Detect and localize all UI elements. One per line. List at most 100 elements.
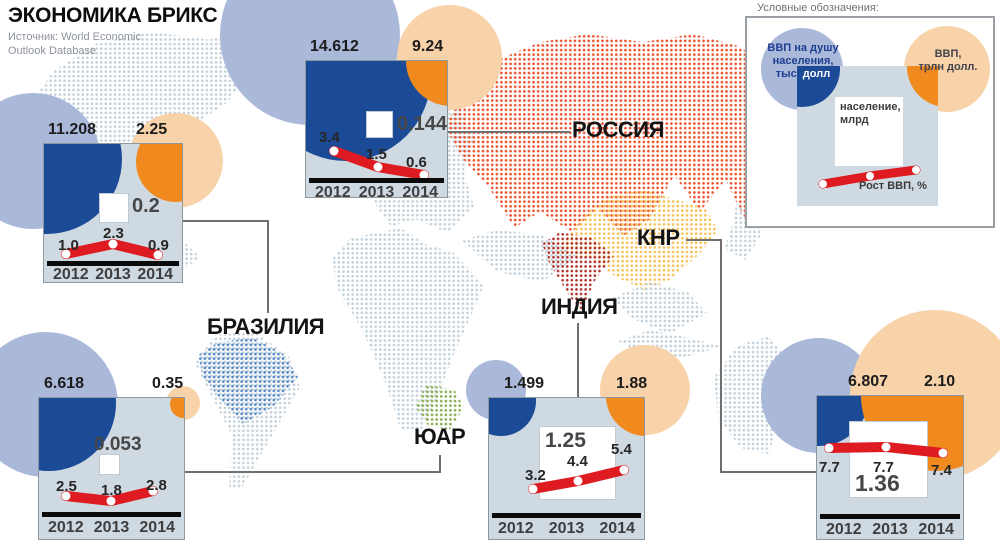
connector-russia [448,131,570,133]
source-line-1: Источник: World Economic [8,31,141,43]
axis-bar [492,513,641,518]
china-card: 1.36 7.7 7.7 7.4 2012 2013 2014 6.807 2.… [761,310,1000,540]
russia-growth-chart [329,146,429,180]
india-growth-chart [528,465,629,494]
russia-population-value: 0.144 [397,113,448,135]
legend-title: Условные обозначения: [757,2,879,14]
legend-box: население, млрд Рост ВВП, % ВВП на душу … [745,16,995,228]
south-africa-orange-disc [170,398,184,418]
china-card-panel: 1.36 7.7 7.7 7.4 2012 2013 2014 [816,395,964,540]
india-card: 1.25 3.2 4.4 5.4 2012 2013 2014 1.499 1.… [466,345,690,540]
legend-gdp-pc-line2: населения, [772,55,834,67]
india-card-panel: 1.25 3.2 4.4 5.4 2012 2013 2014 [488,397,645,540]
south-africa-year-axis: 2012 2013 2014 [39,519,184,537]
axis-bar [42,512,181,517]
south-africa-growth-2012: 2.5 [56,478,77,495]
connector-brazil-h [182,220,269,222]
china-population-box [849,421,928,498]
connector-brazil-v [267,220,269,313]
china-growth-chart [824,442,948,458]
china-growth-2013: 7.7 [873,459,894,476]
russia-year-axis: 2012 2013 2014 [306,184,447,198]
legend-gdp-pc-line3a: тыс. [775,68,803,80]
brazil-card-panel: 0.2 1.0 2.3 0.9 2012 2013 2014 [43,143,183,283]
year-label: 2012 [315,184,351,198]
india-year-axis: 2012 2013 2014 [489,520,644,538]
russia-gdp-per-capita-value: 14.612 [310,38,359,55]
year-label: 2013 [93,519,130,536]
year-label: 2012 [53,266,89,283]
legend-gdp-pc-line1: ВВП на душу [767,42,839,54]
russia-growth-2013: 1.5 [366,146,387,163]
south-africa-population-box [99,454,120,475]
source-line-2: Outlook Database [8,45,97,57]
brazil-population-box [99,193,129,223]
map-region-africa [332,228,484,433]
south-africa-population-value: 0.053 [94,434,142,455]
connector-china-v [720,239,722,473]
legend-population-box: население, млрд [835,97,903,166]
map-label-russia: РОССИЯ [572,117,664,142]
legend-population-line2: млрд [840,114,869,126]
russia-card: 0.144 3.4 1.5 0.6 2012 2013 2014 14.612 … [220,0,502,198]
legend-gdp-pc-line3b: долл [802,68,831,80]
year-label: 2013 [95,266,131,283]
india-growth-2014: 5.4 [611,441,632,458]
russia-gdp-value: 9.24 [412,38,444,55]
map-region-southeast-asia [612,282,707,334]
brazil-population-value: 0.2 [132,195,160,217]
legend-gdp-per-capita-label: ВВП на душу населения, тыс. долл [759,42,847,81]
south-africa-growth-chart [61,486,158,506]
china-gdp-per-capita-value: 6.807 [848,373,889,390]
legend-gdp-label: ВВП, трлн долл. [909,48,987,74]
connector-south-africa-v [439,455,441,473]
map-label-brazil: БРАЗИЛИЯ [207,314,325,339]
year-label: 2012 [48,519,84,536]
legend-gdp-line1: ВВП, [934,48,962,60]
source-text: Источник: World Economic Outlook Databas… [8,30,141,58]
brazil-growth-2013: 2.3 [103,225,124,242]
year-label: 2012 [498,520,534,537]
legend-population-label: население, млрд [835,97,903,127]
brazil-card: 0.2 1.0 2.3 0.9 2012 2013 2014 11.208 2.… [0,93,223,283]
south-africa-growth-2013: 1.8 [101,482,122,499]
year-label: 2012 [826,521,862,538]
brazil-growth-chart [61,239,163,260]
year-label: 2013 [872,521,908,538]
south-africa-growth-2014: 2.8 [146,477,167,494]
legend-population-line1: население, [840,101,901,113]
legend-growth-line [818,165,921,189]
india-population-value: 1.25 [545,429,586,452]
south-africa-gdp-value: 0.35 [152,375,184,392]
china-gdp-value: 2.10 [924,373,956,390]
legend-gdp-line2: трлн долл. [918,61,978,73]
south-africa-card-panel: 0.053 2.5 1.8 2.8 2012 2013 2014 [38,397,185,540]
brazil-gdp-value: 2.25 [136,121,168,138]
brazil-growth-2012: 1.0 [58,237,79,254]
brazil-gdp-per-capita-value: 11.208 [48,121,97,138]
year-label: 2014 [137,266,173,283]
brazil-growth-2014: 0.9 [148,237,169,254]
year-label: 2013 [358,184,395,198]
year-label: 2014 [402,184,438,198]
year-label: 2014 [918,521,954,538]
year-label: 2014 [139,519,175,536]
india-gdp-per-capita-value: 1.499 [504,375,545,392]
india-growth-2012: 3.2 [525,467,546,484]
axis-bar [309,178,444,183]
russia-growth-2014: 0.6 [406,154,427,171]
south-africa-card: 0.053 2.5 1.8 2.8 2012 2013 2014 6.618 0… [0,332,200,540]
russia-card-panel: 0.144 3.4 1.5 0.6 2012 2013 2014 [305,60,448,198]
connector-south-africa-h [185,471,441,473]
year-label: 2014 [599,520,635,537]
china-year-axis: 2012 2013 2014 [817,521,963,539]
axis-bar [820,514,960,519]
india-gdp-value: 1.88 [616,375,648,392]
russia-growth-2012: 3.4 [319,129,340,146]
legend-card-sample: население, млрд Рост ВВП, % [797,66,938,206]
india-growth-2013: 4.4 [567,453,588,470]
axis-bar [47,261,179,266]
connector-india [577,323,579,397]
china-growth-2012: 7.7 [819,459,840,476]
connector-china-h1 [686,239,722,241]
